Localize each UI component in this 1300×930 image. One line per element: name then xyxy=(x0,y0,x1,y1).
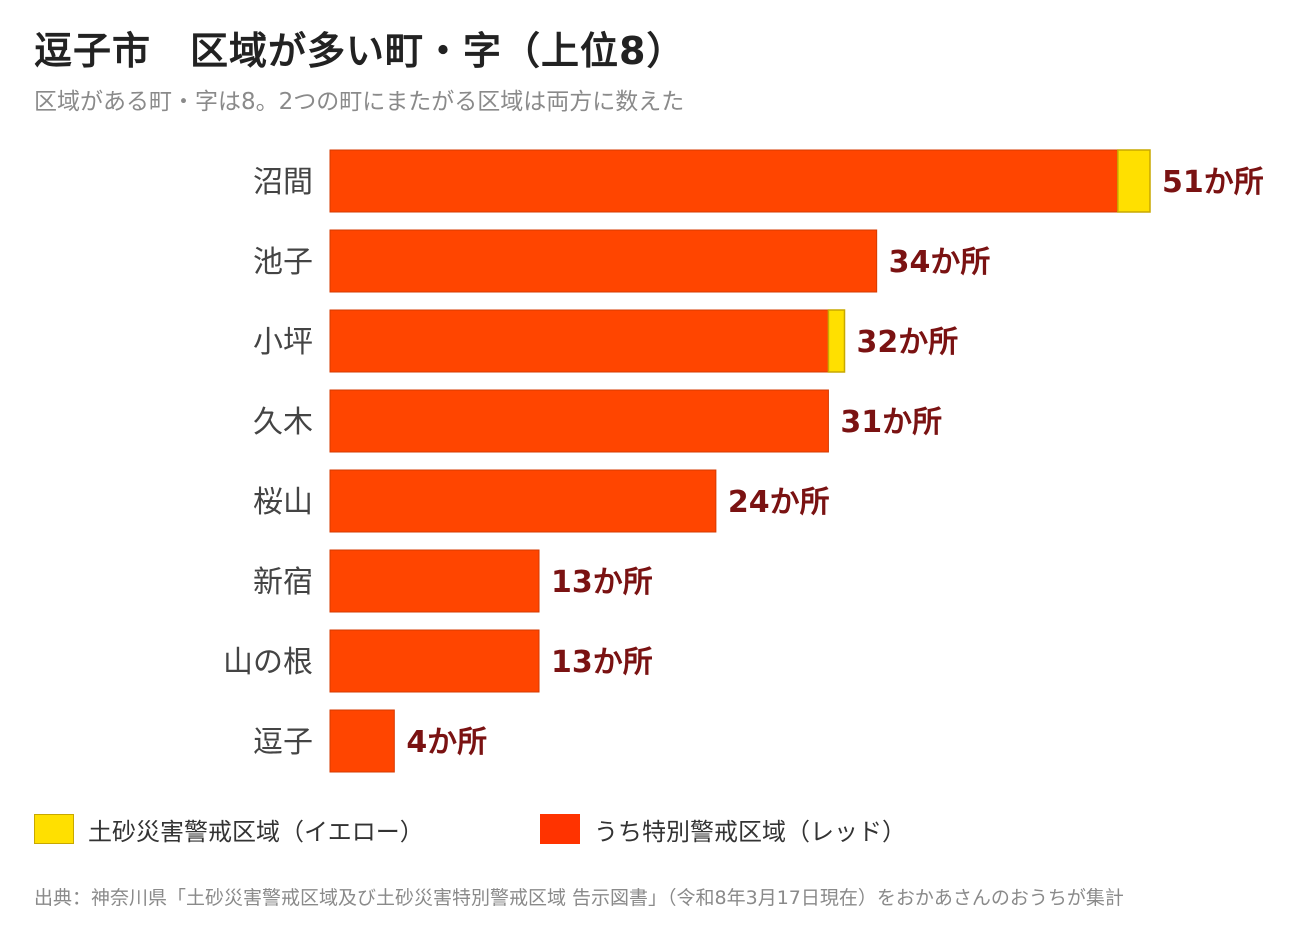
category-label: 池子 xyxy=(253,245,313,280)
source-note: 出典：神奈川県「土砂災害警戒区域及び土砂災害特別警戒区域 告示図書」（令和8年3… xyxy=(34,887,1124,909)
chart-title: 逗子市 区域が多い町・字（上位8） xyxy=(34,29,686,73)
legend-label-yellow: 土砂災害警戒区域（イエロー） xyxy=(88,817,424,846)
chart-subtitle: 区域がある町・字は8。2つの町にまたがる区域は両方に数えた xyxy=(34,89,685,115)
legend-swatch-yellow xyxy=(34,814,74,844)
data-label: 4か所 xyxy=(406,725,487,760)
legend-item-red: うち特別警戒区域（レッド） xyxy=(540,812,906,846)
legend-item-yellow: 土砂災害警戒区域（イエロー） xyxy=(34,812,424,846)
bar-yellow xyxy=(1117,149,1151,213)
data-label: 34か所 xyxy=(889,245,991,280)
legend-swatch-red xyxy=(540,814,580,844)
bar-red xyxy=(329,389,829,453)
data-label: 51か所 xyxy=(1162,165,1264,200)
legend-label-red: うち特別警戒区域（レッド） xyxy=(594,817,906,846)
bar-red xyxy=(329,469,717,533)
bar-yellow xyxy=(827,309,846,373)
bar-red xyxy=(329,629,540,693)
data-label: 31か所 xyxy=(840,405,942,440)
bar-red xyxy=(329,149,1119,213)
category-label: 山の根 xyxy=(223,645,313,680)
category-label: 逗子 xyxy=(253,725,313,760)
category-label: 久木 xyxy=(253,405,313,440)
category-label: 小坪 xyxy=(253,325,313,360)
bar-red xyxy=(329,309,829,373)
category-label: 新宿 xyxy=(253,565,313,600)
data-label: 13か所 xyxy=(551,645,653,680)
category-label: 沼間 xyxy=(253,165,313,200)
data-label: 24か所 xyxy=(728,485,830,520)
data-label: 32か所 xyxy=(857,325,959,360)
bar-red xyxy=(329,709,395,773)
bar-red xyxy=(329,549,540,613)
bar-red xyxy=(329,229,878,293)
data-label: 13か所 xyxy=(551,565,653,600)
category-label: 桜山 xyxy=(253,485,313,520)
